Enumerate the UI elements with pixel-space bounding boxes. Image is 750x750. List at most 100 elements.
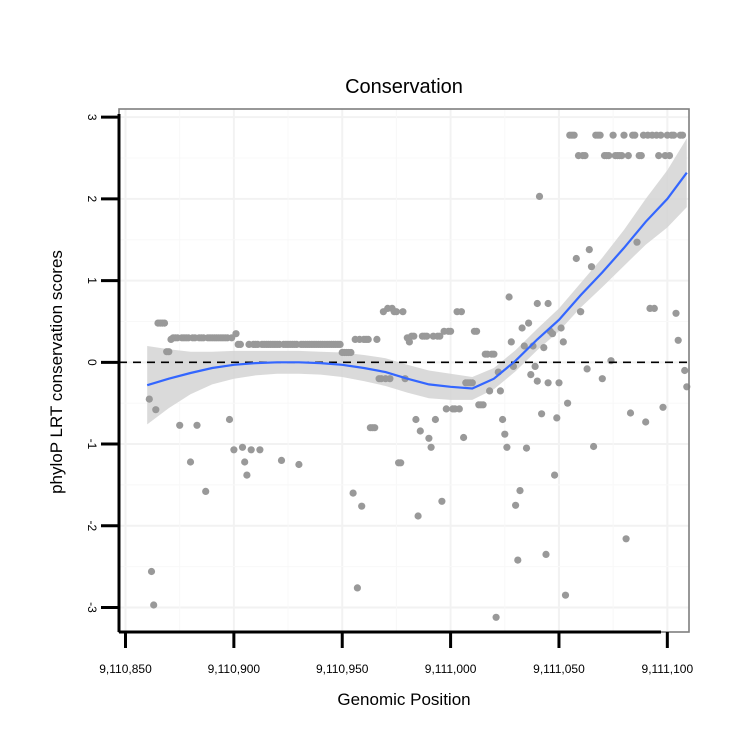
data-point bbox=[678, 131, 687, 139]
data-point bbox=[349, 489, 357, 497]
data-point bbox=[665, 152, 674, 160]
data-point bbox=[633, 238, 641, 246]
data-point bbox=[486, 387, 494, 395]
data-point bbox=[256, 446, 264, 454]
data-point bbox=[423, 332, 431, 340]
y-tick-label: -3 bbox=[85, 602, 99, 613]
data-point bbox=[533, 377, 541, 385]
data-point bbox=[392, 308, 400, 316]
data-point bbox=[160, 319, 169, 327]
data-point bbox=[674, 336, 682, 344]
data-point bbox=[373, 335, 381, 343]
data-point bbox=[583, 365, 591, 373]
data-point bbox=[399, 308, 407, 316]
data-point bbox=[457, 308, 465, 316]
data-point bbox=[505, 293, 513, 301]
data-point bbox=[520, 342, 528, 350]
data-point bbox=[490, 350, 498, 358]
data-point bbox=[596, 131, 604, 139]
data-point bbox=[622, 535, 630, 543]
data-point bbox=[607, 357, 615, 365]
data-point bbox=[202, 487, 210, 495]
data-point bbox=[587, 263, 596, 271]
y-axis-label: phyloP LRT conservation scores bbox=[47, 250, 66, 494]
data-point bbox=[152, 406, 160, 414]
data-point bbox=[438, 497, 446, 505]
data-point bbox=[551, 471, 559, 479]
confidence-band bbox=[147, 138, 687, 425]
data-point bbox=[165, 348, 173, 356]
data-point bbox=[618, 152, 626, 160]
data-point bbox=[145, 395, 153, 403]
data-point bbox=[609, 131, 617, 139]
data-point bbox=[186, 458, 195, 466]
data-point bbox=[564, 399, 572, 407]
data-point bbox=[681, 366, 689, 375]
data-point bbox=[561, 591, 570, 599]
smooth-curve bbox=[146, 172, 688, 390]
data-point bbox=[147, 567, 156, 576]
data-point bbox=[353, 584, 361, 592]
data-point bbox=[479, 401, 487, 409]
data-point bbox=[468, 379, 476, 387]
data-point bbox=[527, 371, 535, 379]
y-tick-label: -1 bbox=[85, 439, 99, 450]
data-point bbox=[624, 152, 632, 160]
data-point bbox=[559, 338, 567, 346]
data-points bbox=[145, 131, 691, 621]
x-tick-label: 9,111,100 bbox=[642, 662, 694, 676]
x-tick-label: 9,110,850 bbox=[99, 662, 152, 676]
smooth-line bbox=[146, 172, 688, 390]
data-point bbox=[544, 299, 552, 308]
data-point bbox=[241, 458, 249, 466]
data-point bbox=[620, 131, 628, 139]
y-tick-label: 2 bbox=[85, 196, 99, 203]
data-point bbox=[672, 309, 680, 317]
x-axis-label: Genomic Position bbox=[337, 690, 470, 709]
x-tick-label: 9,111,050 bbox=[533, 662, 585, 676]
data-point bbox=[460, 433, 468, 442]
data-point bbox=[557, 324, 565, 332]
y-tick-label: 1 bbox=[85, 277, 99, 284]
data-point bbox=[436, 332, 444, 340]
data-point bbox=[548, 330, 557, 338]
data-point bbox=[414, 512, 422, 520]
data-point bbox=[425, 434, 433, 442]
data-point bbox=[277, 456, 286, 464]
data-point bbox=[642, 418, 650, 426]
data-point bbox=[364, 335, 372, 343]
data-point bbox=[507, 338, 515, 346]
y-tick-label: -2 bbox=[85, 520, 99, 531]
x-tick-label: 9,111,000 bbox=[425, 662, 477, 676]
data-point bbox=[553, 414, 561, 422]
data-point bbox=[358, 502, 366, 510]
data-point bbox=[631, 131, 639, 139]
data-point bbox=[570, 131, 578, 139]
data-point bbox=[247, 446, 255, 454]
data-point bbox=[410, 332, 418, 340]
data-point bbox=[637, 152, 645, 160]
data-point bbox=[533, 299, 541, 308]
x-tick-label: 9,110,900 bbox=[208, 662, 261, 676]
data-point bbox=[585, 246, 593, 254]
data-point bbox=[496, 387, 504, 395]
data-point bbox=[455, 405, 463, 413]
data-point bbox=[525, 319, 533, 327]
data-point bbox=[540, 344, 548, 352]
y-tick-label: 0 bbox=[85, 359, 99, 366]
data-point bbox=[503, 443, 511, 451]
data-point bbox=[670, 131, 678, 139]
data-point bbox=[659, 403, 667, 411]
data-point bbox=[511, 501, 520, 509]
data-point bbox=[501, 430, 509, 438]
data-point bbox=[581, 152, 589, 160]
data-point bbox=[416, 427, 424, 435]
data-point bbox=[243, 471, 251, 479]
data-point bbox=[650, 304, 658, 312]
data-point bbox=[427, 443, 435, 451]
data-point bbox=[542, 550, 550, 559]
axes: 9,110,850 9,110,900 9,110,950 9,111,000 9,11… bbox=[85, 108, 694, 676]
data-point bbox=[518, 324, 526, 332]
data-point bbox=[347, 348, 355, 357]
